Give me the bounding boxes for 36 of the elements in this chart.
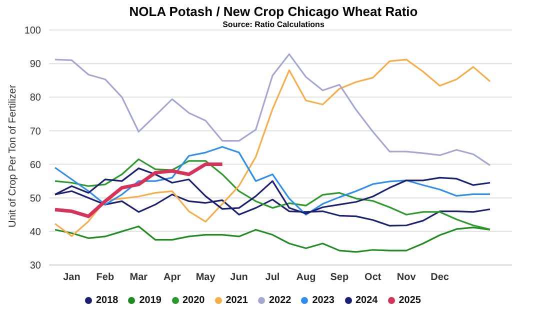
- x-tick-label: Oct: [364, 272, 382, 284]
- x-tick-label: Aug: [296, 272, 316, 284]
- x-tick-label: Sep: [330, 272, 349, 284]
- chart-subtitle: Source: Ratio Calculations: [222, 20, 324, 29]
- y-axis-title: Unit of Crop Per Ton of Fertilizer: [8, 84, 19, 228]
- y-tick-label: 100: [24, 26, 42, 37]
- x-tick-label: Jun: [230, 272, 248, 284]
- x-tick-label: Jan: [63, 272, 80, 284]
- x-tick-label: Dec: [430, 272, 450, 284]
- y-tick-label: 30: [30, 260, 42, 272]
- y-tick-label: 90: [30, 59, 42, 70]
- legend-label: 2024: [356, 295, 378, 306]
- x-tick-label: Nov: [396, 272, 416, 284]
- y-tick-label: 50: [30, 193, 42, 204]
- legend-label: 2021: [226, 295, 248, 306]
- legend-label: 2025: [398, 295, 421, 306]
- legend-label: 2020: [182, 295, 205, 306]
- line-series: [54, 158, 491, 230]
- x-tick-label: Jul: [265, 272, 280, 284]
- x-tick-label: May: [196, 272, 216, 284]
- x-tick-label: Mar: [130, 272, 148, 284]
- legend-label: 2022: [269, 295, 292, 306]
- line-series: [54, 53, 491, 166]
- y-tick-label: 70: [30, 126, 42, 138]
- y-tick-label: 80: [30, 92, 42, 104]
- y-tick-label: 40: [30, 226, 42, 238]
- chart-title: NOLA Potash / New Crop Chicago Wheat Ratio: [128, 4, 419, 19]
- y-tick-label: 60: [30, 160, 42, 171]
- line-series: [54, 226, 491, 253]
- legend-label: 2023: [312, 295, 334, 306]
- legend-label: 2019: [139, 295, 162, 306]
- line-series: [54, 58, 491, 237]
- x-tick-label: Apr: [164, 272, 181, 284]
- legend-label: 2018: [96, 295, 118, 306]
- x-tick-label: Feb: [96, 272, 114, 284]
- line-series: [53, 162, 224, 218]
